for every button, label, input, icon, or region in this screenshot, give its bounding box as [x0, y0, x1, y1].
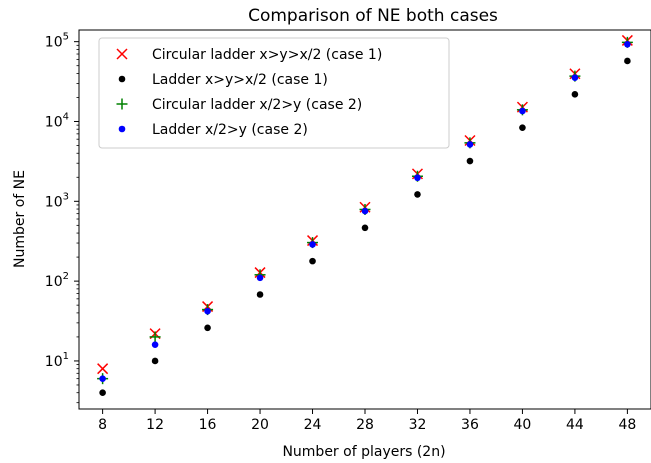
data-point [99, 375, 106, 382]
series-2 [99, 57, 631, 397]
x-tick-label: 16 [199, 417, 217, 433]
x-tick-label: 12 [146, 417, 164, 433]
data-points [97, 34, 633, 397]
data-point [256, 274, 264, 282]
legend-label: Circular ladder x/2>y (case 2) [152, 97, 362, 113]
x-tick-label: 24 [304, 417, 322, 433]
data-point [309, 241, 316, 248]
y-tick-label: 103 [45, 191, 69, 210]
y-tick-label: 101 [45, 351, 69, 370]
legend-label: Ladder x>y>x/2 (case 1) [152, 72, 328, 88]
data-point [151, 357, 159, 365]
legend-marker [116, 48, 128, 60]
y-tick-label: 105 [45, 32, 69, 51]
data-point [519, 124, 526, 131]
legend: Circular ladder x>y>x/2 (case 1) Ladder x… [98, 37, 450, 149]
data-point [466, 141, 474, 148]
data-point [414, 174, 421, 182]
data-point [99, 389, 106, 397]
x-tick-label: 28 [356, 417, 374, 433]
data-point [151, 341, 159, 348]
legend-label: Ladder x/2>y (case 2) [152, 122, 308, 138]
x-axis: 8 12 16 20 24 28 32 36 40 44 48 [98, 409, 636, 433]
data-point [466, 157, 474, 165]
data-point [97, 363, 109, 375]
legend-marker-stroke [116, 48, 128, 60]
data-point [361, 207, 369, 215]
y-axis: 101 102 103 104 105 [45, 32, 79, 404]
data-point [309, 257, 316, 265]
x-tick-label: 48 [618, 417, 636, 433]
x-tick-label: 32 [409, 417, 427, 433]
data-point [204, 307, 211, 315]
data-point [519, 107, 526, 115]
data-point-stroke [97, 363, 109, 375]
data-point [361, 224, 369, 232]
legend-marker [118, 75, 126, 83]
legend-label: Circular ladder x>y>x/2 (case 1) [152, 47, 382, 63]
y-tick-label: 104 [45, 111, 69, 130]
x-tick-label: 8 [98, 417, 107, 433]
x-axis-label: Number of players (2n) [282, 444, 445, 460]
chart-title: Comparison of NE both cases [248, 6, 498, 26]
data-point [624, 57, 631, 65]
data-point [624, 40, 631, 48]
x-tick-label: 40 [514, 417, 532, 433]
y-tick-label: 102 [45, 271, 69, 290]
x-tick-label: 44 [566, 417, 584, 433]
x-tick-label: 36 [461, 417, 479, 433]
data-point [571, 74, 579, 81]
data-point [149, 331, 161, 343]
data-point [256, 291, 264, 298]
x-tick-label: 20 [251, 417, 269, 433]
legend-marker [118, 125, 126, 133]
y-axis-label: Number of NE [12, 170, 28, 268]
data-point [414, 191, 421, 198]
legend-marker [116, 98, 128, 110]
legend-frame [98, 37, 450, 149]
data-point [571, 91, 579, 98]
series-4 [99, 40, 631, 382]
data-point [204, 324, 211, 332]
